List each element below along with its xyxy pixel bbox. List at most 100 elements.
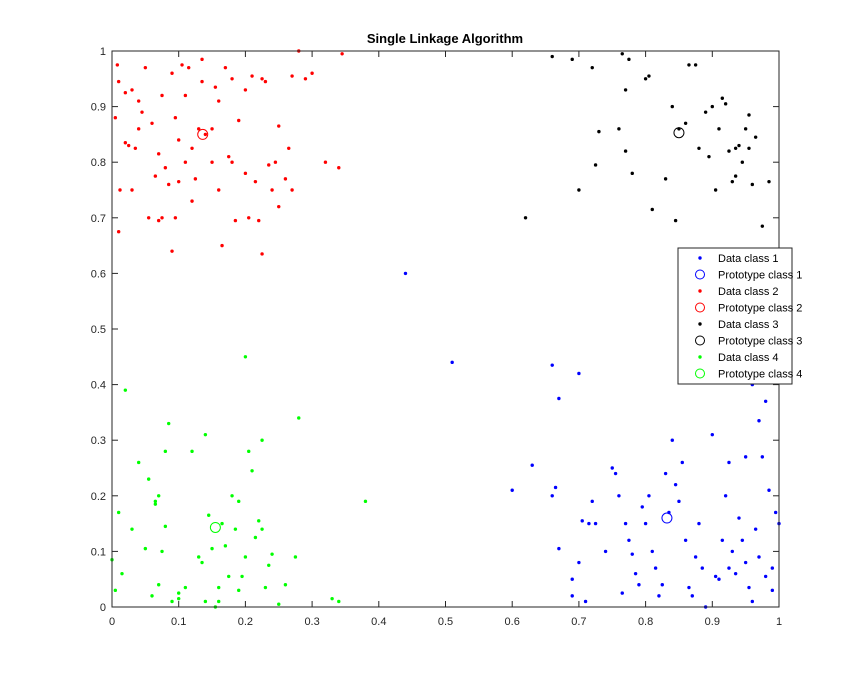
x-tick-label: 0 — [109, 616, 115, 628]
data-point — [730, 549, 735, 554]
data-point — [136, 460, 141, 465]
data-point — [720, 538, 725, 542]
data-point — [180, 63, 184, 67]
data-point — [757, 555, 761, 559]
data-point — [277, 204, 281, 209]
data-point — [643, 521, 648, 526]
data-point — [213, 85, 218, 89]
data-point — [183, 160, 188, 164]
data-point — [250, 74, 254, 78]
data-point — [683, 538, 688, 542]
data-point — [743, 455, 748, 459]
data-point — [210, 546, 214, 551]
data-point — [677, 499, 681, 504]
data-point — [177, 138, 181, 142]
x-tick-label: 0.4 — [371, 616, 386, 628]
data-point — [130, 188, 134, 192]
data-point — [293, 555, 298, 559]
data-point — [217, 599, 221, 604]
data-point — [116, 510, 121, 515]
data-point — [113, 116, 118, 120]
data-point — [610, 466, 614, 470]
prototype-marker — [673, 127, 685, 139]
legend-label: Data class 2 — [718, 286, 779, 298]
data-point — [130, 88, 134, 92]
data-point — [156, 218, 161, 223]
data-point — [270, 552, 274, 556]
data-point — [247, 216, 251, 220]
data-point — [260, 77, 264, 81]
data-point — [140, 110, 144, 114]
data-point — [177, 596, 181, 601]
data-point — [297, 416, 301, 420]
data-point — [737, 143, 741, 148]
data-point — [713, 188, 718, 192]
data-point — [210, 127, 214, 131]
data-point — [237, 588, 241, 593]
series-1 — [403, 271, 781, 609]
data-point — [733, 571, 738, 576]
data-point — [310, 71, 314, 75]
data-point — [170, 599, 174, 604]
data-point — [593, 163, 598, 167]
data-point — [713, 574, 718, 579]
data-point — [170, 71, 174, 75]
series-2 — [661, 512, 673, 524]
data-point — [190, 146, 194, 150]
data-point — [257, 519, 261, 523]
legend-marker — [698, 355, 702, 359]
data-point — [730, 179, 735, 184]
data-point — [200, 560, 204, 565]
data-point — [403, 271, 408, 276]
data-point — [670, 438, 674, 442]
data-point — [303, 77, 308, 81]
data-point — [227, 154, 231, 159]
legend-label: Data class 4 — [718, 352, 779, 364]
data-point — [150, 121, 154, 125]
data-point — [146, 216, 151, 220]
y-tick-label: 1 — [100, 46, 106, 58]
data-point — [243, 88, 248, 92]
data-point — [570, 57, 574, 62]
series-7 — [110, 355, 368, 609]
data-point — [720, 96, 725, 100]
data-point — [277, 124, 281, 128]
data-point — [623, 521, 628, 526]
data-point — [200, 57, 204, 62]
data-point — [590, 65, 594, 70]
data-point — [260, 438, 264, 442]
data-point — [250, 469, 254, 473]
data-point — [237, 118, 241, 123]
legend-marker — [695, 302, 705, 313]
data-point — [717, 577, 721, 581]
legend-label: Data class 3 — [718, 319, 779, 331]
data-point — [243, 355, 248, 359]
x-tick-label: 0.5 — [438, 616, 453, 628]
data-point — [130, 527, 134, 531]
data-point — [750, 182, 755, 187]
prototype-marker — [661, 512, 673, 524]
data-point — [510, 488, 514, 492]
data-point — [693, 555, 698, 559]
plot-background — [112, 51, 779, 607]
data-point — [290, 74, 294, 78]
data-point — [760, 455, 765, 459]
data-point — [633, 571, 638, 576]
data-point — [133, 146, 138, 150]
data-point — [217, 99, 221, 103]
data-point — [230, 160, 234, 164]
data-point — [247, 449, 251, 454]
y-tick-label: 0.4 — [91, 380, 106, 392]
data-point — [203, 599, 208, 604]
data-point — [577, 560, 581, 565]
data-point — [230, 494, 234, 498]
data-point — [733, 174, 738, 178]
data-point — [163, 449, 168, 454]
data-point — [617, 127, 621, 131]
y-tick-label: 0.9 — [91, 102, 106, 114]
legend-marker — [695, 335, 705, 346]
data-point — [650, 549, 654, 554]
data-point — [150, 594, 154, 598]
x-tick-label: 0.1 — [171, 616, 186, 628]
data-point — [200, 79, 204, 84]
